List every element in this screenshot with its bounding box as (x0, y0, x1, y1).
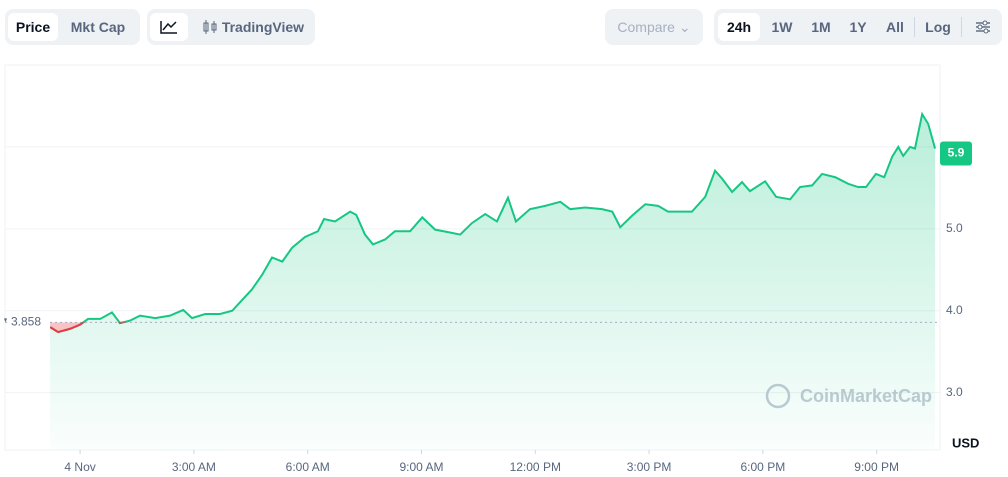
x-tick-label: 4 Nov (64, 460, 95, 474)
x-tick-label: 6:00 PM (741, 460, 786, 474)
price-badge-label: 5.9 (948, 146, 965, 160)
range-toggle (714, 9, 1002, 45)
tradingview-label: TradingView (221, 19, 305, 35)
settings-button[interactable] (968, 13, 998, 41)
x-tick-label: 9:00 AM (399, 460, 443, 474)
line-style-button[interactable] (150, 13, 188, 41)
compare-box (605, 9, 703, 45)
baseline-label: 3.858 (11, 315, 41, 329)
mkt-cap-button[interactable]: Mkt Cap (70, 19, 126, 35)
price-line (49, 111, 937, 334)
separator (914, 17, 915, 37)
price-badge (940, 141, 972, 166)
line-icon (160, 21, 177, 34)
y-tick-label: 3.0 (946, 385, 963, 399)
below-fill (50, 322, 936, 333)
y-tick-label: 6.0 (946, 139, 963, 153)
separator (961, 17, 962, 37)
y-tick-label: 5.0 (946, 221, 963, 235)
watermark: CoinMarketCap (800, 386, 932, 406)
range-button[interactable]: 1W (771, 19, 793, 35)
watermark-logo (765, 383, 791, 409)
currency-label: USD (952, 435, 979, 450)
compare-label: Compare (617, 19, 675, 35)
range-button[interactable]: 1Y (849, 19, 867, 35)
price-button[interactable]: Price (8, 13, 58, 41)
x-tick-label: 3:00 PM (627, 460, 672, 474)
x-tick-label: 3:00 AM (172, 460, 216, 474)
area-fill (50, 114, 936, 451)
baseline-marker (4, 318, 7, 323)
y-tick-label: 4.0 (946, 303, 963, 317)
range-button[interactable]: 1M (811, 19, 831, 35)
x-tick-label: 6:00 AM (286, 460, 330, 474)
tradingview-button[interactable]: TradingView (196, 13, 310, 41)
price-line-below (49, 322, 127, 334)
baseline-label-bg (8, 313, 50, 332)
x-tick-label: 9:00 PM (854, 460, 899, 474)
plot-frame (4, 64, 941, 451)
candle-icon (203, 20, 217, 34)
x-tick-label: 12:00 PM (510, 460, 561, 474)
log-button[interactable]: Log (925, 19, 951, 35)
settings-icon (976, 20, 990, 34)
compare-button[interactable]: Compare ⌄ (617, 19, 691, 35)
range-button[interactable]: All (886, 19, 904, 35)
range-button[interactable]: 24h (718, 13, 760, 41)
